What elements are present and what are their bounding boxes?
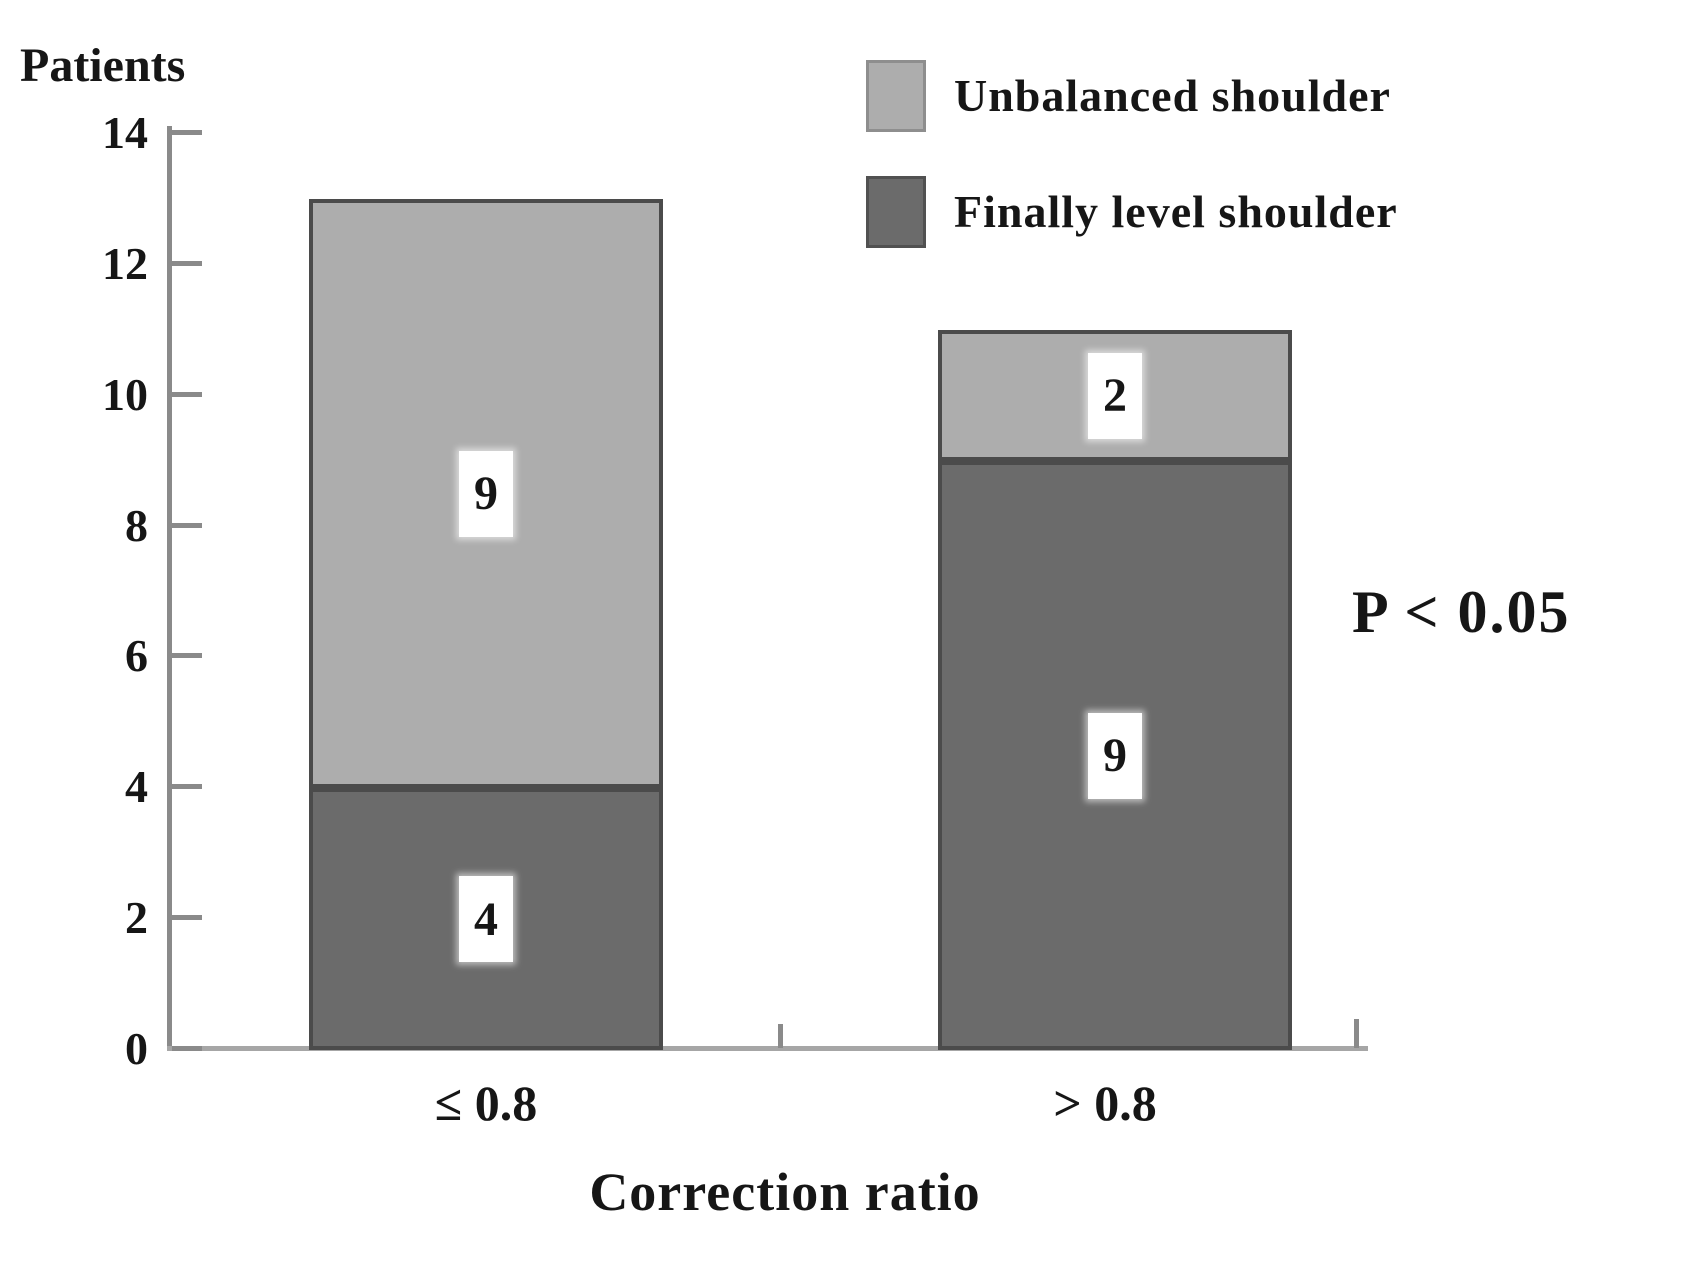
y-tick-label-6: 6 [125,630,148,681]
bar-segment-finally-level: 9 [938,461,1292,1050]
y-tick-10 [172,392,202,397]
legend-swatch-finally-level [866,176,926,248]
legend-item-unbalanced: Unbalanced shoulder [866,60,1391,132]
x-category-label-le08: ≤ 0.8 [434,1075,538,1131]
y-tick-label-0: 0 [125,1023,148,1074]
x-axis-end-tick [1354,1019,1359,1048]
legend-swatch-unbalanced [866,60,926,132]
y-tick-12 [172,261,202,266]
y-tick-label-4: 4 [125,761,148,812]
y-tick-label-12: 12 [102,238,148,289]
bar-segment-value: 2 [1088,352,1142,439]
x-axis-line [167,1046,1368,1051]
y-tick-6 [172,653,202,658]
bar-segment-value: 9 [459,450,513,537]
legend-label-finally-level: Finally level shoulder [954,186,1398,237]
y-tick-4 [172,784,202,789]
y-tick-label-8: 8 [125,500,148,551]
y-tick-14 [172,130,202,135]
x-category-label-gt08: > 0.8 [1053,1075,1157,1131]
y-tick-label-14: 14 [102,107,148,158]
x-axis-mid-tick [778,1024,783,1048]
legend-label-unbalanced: Unbalanced shoulder [954,70,1391,121]
bar-segment-unbalanced: 2 [938,330,1292,461]
bar-segment-finally-level: 4 [309,788,663,1050]
x-axis-title: Correction ratio [589,1162,981,1222]
y-tick-8 [172,523,202,528]
bar-segment-value: 9 [1088,712,1142,799]
y-tick-0 [172,1046,202,1051]
bar-segment-unbalanced: 9 [309,199,663,788]
bar-segment-value: 4 [459,876,513,962]
p-value-annotation: P < 0.05 [1352,579,1571,645]
y-tick-2 [172,915,202,920]
y-tick-label-2: 2 [125,892,148,943]
y-axis-line [167,126,172,1051]
y-tick-label-10: 10 [102,369,148,420]
y-axis-title: Patients [20,39,186,92]
legend-item-finally-level: Finally level shoulder [866,176,1398,248]
